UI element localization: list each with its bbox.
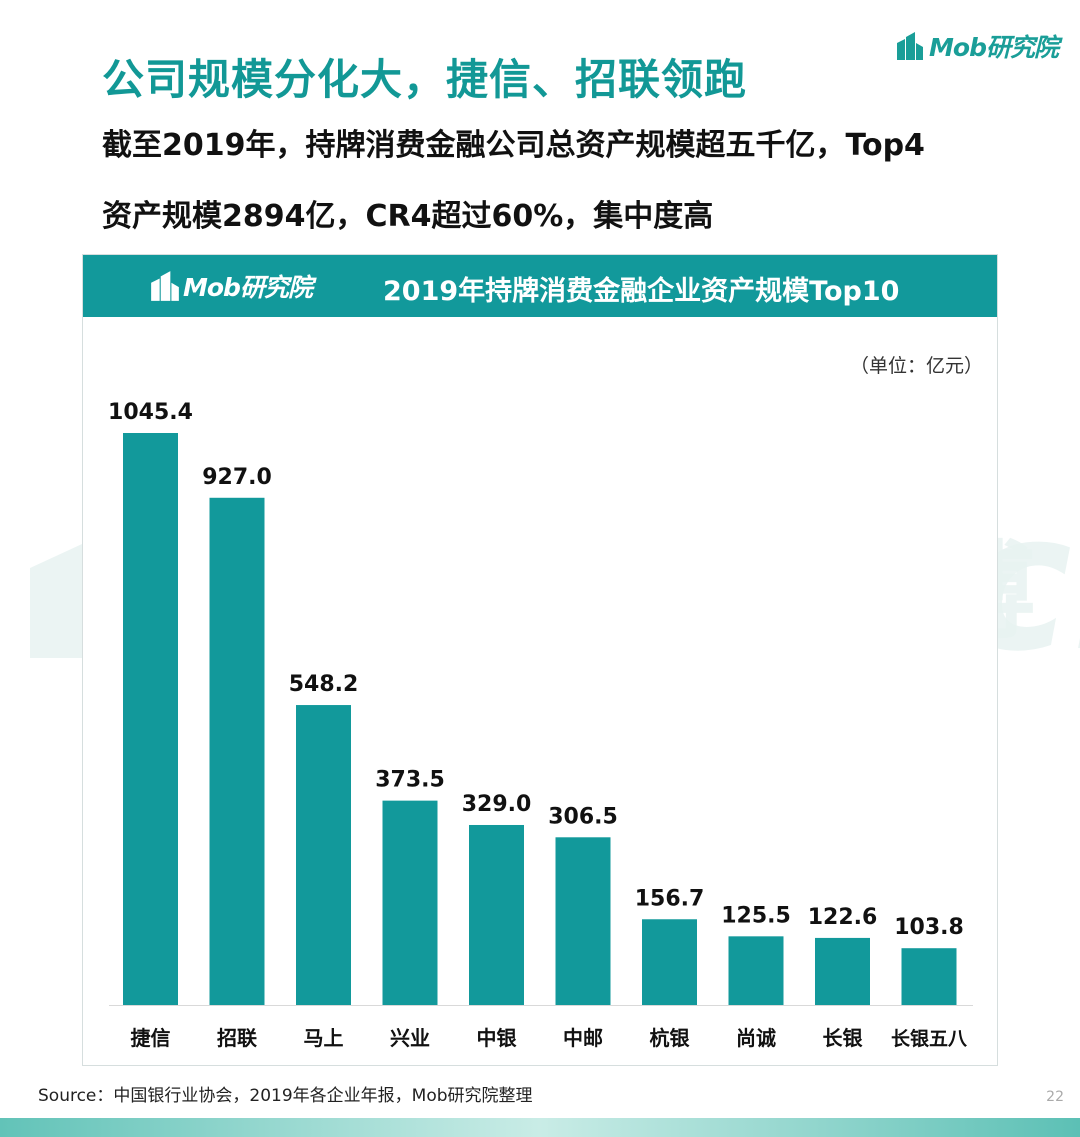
bar-7 — [642, 919, 697, 1005]
bar-chart: 1045.4 捷信 927.0 招联 548.2 马上 373.5 兴业 329.0 中银 306.… — [108, 400, 973, 1050]
category-label-6: 中邮 — [563, 1026, 603, 1050]
brand-logo: Mob研究院 — [895, 26, 1059, 66]
category-label-1: 捷信 — [131, 1026, 171, 1050]
chart-panel: Mob研究院 2019年持牌消费金融企业资产规模Top10 （单位：亿元） 10… — [82, 254, 998, 1066]
category-label-5: 中银 — [477, 1026, 518, 1050]
bar-5 — [469, 824, 524, 1005]
chart-header: Mob研究院 2019年持牌消费金融企业资产规模Top10 — [83, 255, 997, 317]
bar-3 — [296, 705, 351, 1005]
category-label-2: 招联 — [217, 1026, 257, 1050]
bar-10 — [901, 948, 957, 1005]
page-subtitle: 截至2019年，持牌消费金融公司总资产规模超五千亿，Top4 资产规模2894亿… — [102, 128, 1002, 235]
page-title: 公司规模分化大，捷信、招联领跑 — [102, 55, 748, 104]
chart-title: 2019年持牌消费金融企业资产规模Top10 — [383, 276, 900, 307]
chart-brand-logo-text: Mob研究院 — [183, 273, 313, 302]
bar-8 — [728, 936, 784, 1005]
subtitle-line-2: 资产规模2894亿，CR4超过60%，集中度高 — [102, 199, 714, 234]
category-label-9: 长银 — [823, 1026, 864, 1050]
bar-4 — [382, 800, 438, 1005]
source-note: Source：中国银行业协会，2019年各企业年报，Mob研究院整理 — [38, 1086, 533, 1106]
category-label-4: 兴业 — [390, 1026, 430, 1050]
data-label-1: 1045.4 — [108, 400, 193, 425]
category-label-8: 尚诚 — [736, 1026, 776, 1050]
bar-1 — [123, 433, 178, 1005]
data-label-4: 373.5 — [375, 768, 445, 793]
subtitle-line-1: 截至2019年，持牌消费金融公司总资产规模超五千亿，Top4 — [102, 128, 925, 163]
bar-6 — [555, 837, 611, 1005]
data-label-10: 103.8 — [894, 915, 964, 940]
data-label-9: 122.6 — [808, 905, 878, 930]
data-label-7: 156.7 — [635, 886, 705, 911]
building-icon — [895, 31, 925, 61]
data-label-2: 927.0 — [202, 465, 272, 490]
building-icon — [149, 270, 181, 302]
data-label-8: 125.5 — [721, 903, 791, 928]
data-label-5: 329.0 — [462, 792, 532, 817]
page-number: 22 — [1046, 1089, 1064, 1105]
data-label-6: 306.5 — [548, 804, 618, 829]
bottom-band — [0, 1118, 1080, 1137]
category-label-3: 马上 — [304, 1026, 344, 1050]
category-label-10: 长银五八 — [891, 1027, 968, 1050]
bar-2 — [209, 497, 265, 1005]
data-label-3: 548.2 — [289, 672, 359, 697]
chart-brand-logo: Mob研究院 — [149, 266, 313, 306]
category-label-7: 杭银 — [650, 1026, 691, 1050]
bar-9 — [815, 937, 870, 1005]
unit-label: （单位：亿元） — [849, 355, 983, 377]
brand-logo-text: Mob研究院 — [929, 33, 1059, 62]
